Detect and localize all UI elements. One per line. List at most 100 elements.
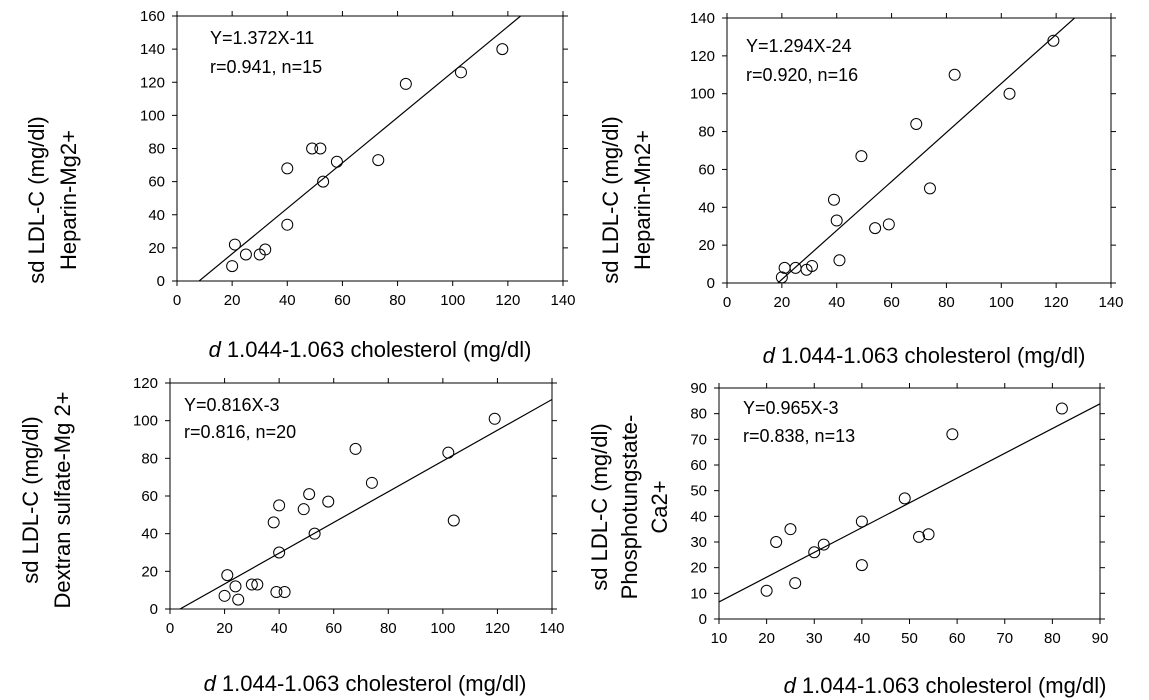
data-point	[330, 155, 343, 168]
data-point	[806, 259, 819, 272]
y-tick-label: 20	[148, 240, 165, 257]
regression-annotation: r=0.920, n=16	[746, 65, 858, 85]
data-point	[1047, 34, 1060, 47]
x-tick-label: 10	[711, 630, 728, 647]
x-tick-label: 40	[279, 292, 296, 309]
x-tick-label: 0	[166, 620, 174, 637]
y-tick-label: 40	[141, 526, 158, 543]
y-tick-label: 50	[690, 483, 707, 500]
x-axis-label-text: 1.044-1.063 cholesterol (mg/dl)	[221, 337, 532, 362]
data-point	[281, 218, 294, 231]
x-tick-label: 40	[271, 620, 288, 637]
x-tick-label: 40	[854, 630, 871, 647]
x-tick-label: 60	[325, 620, 342, 637]
x-axis-label-italic: d	[763, 343, 776, 368]
data-point	[882, 218, 895, 231]
x-tick-label: 60	[883, 294, 900, 311]
y-tick-label: 120	[133, 375, 158, 392]
y-axis-label-line: sd LDL-C (mg/dl)	[18, 416, 43, 583]
data-point	[817, 538, 830, 551]
data-point	[447, 514, 460, 527]
y-tick-label: 120	[690, 48, 715, 65]
data-point	[913, 530, 926, 543]
data-point	[306, 142, 319, 155]
y-axis-label-line: Phosphotungstate-	[617, 415, 642, 600]
y-tick-label: 20	[698, 237, 715, 254]
x-tick-label: 20	[774, 294, 791, 311]
data-point	[1055, 402, 1068, 415]
data-point	[855, 559, 868, 572]
x-axis-label-text: 1.044-1.063 cholesterol (mg/dl)	[796, 673, 1107, 698]
y-tick-label: 60	[141, 488, 158, 505]
x-tick-label: 20	[216, 620, 233, 637]
x-axis-label-italic: d	[204, 671, 217, 696]
regression-annotation: Y=0.816X-3	[184, 395, 280, 415]
data-point	[239, 248, 252, 261]
x-tick-label: 140	[539, 620, 564, 637]
x-axis-label-italic: d	[784, 673, 797, 698]
x-tick-label: 100	[989, 294, 1014, 311]
y-tick-label: 140	[690, 10, 715, 27]
x-tick-label: 20	[758, 630, 775, 647]
data-point	[297, 503, 310, 516]
x-tick-label: 80	[1044, 630, 1061, 647]
y-tick-label: 60	[148, 174, 165, 191]
y-tick-label: 40	[698, 199, 715, 216]
data-point	[270, 586, 283, 599]
y-tick-label: 60	[698, 161, 715, 178]
data-point	[898, 492, 911, 505]
data-point	[267, 516, 280, 529]
y-tick-label: 100	[690, 86, 715, 103]
data-point	[789, 577, 802, 590]
data-point	[830, 214, 843, 227]
data-point	[454, 66, 467, 79]
data-point	[778, 261, 791, 274]
data-point	[1003, 87, 1016, 100]
regression-line	[178, 398, 552, 609]
data-point	[229, 580, 242, 593]
data-point	[365, 476, 378, 489]
data-point	[232, 593, 245, 606]
x-axis-label: d 1.044-1.063 cholesterol (mg/dl)	[763, 343, 1086, 368]
data-point	[226, 260, 239, 273]
y-tick-label: 120	[140, 74, 165, 91]
data-point	[784, 523, 797, 536]
data-point	[245, 578, 258, 591]
y-tick-label: 80	[148, 141, 165, 158]
regression-annotation: Y=1.294X-24	[746, 36, 852, 56]
y-tick-label: 40	[690, 508, 707, 525]
y-tick-label: 30	[690, 534, 707, 551]
data-point	[322, 495, 335, 508]
regression-line	[719, 403, 1100, 603]
regression-annotation: Y=1.372X-11	[210, 28, 314, 48]
x-tick-label: 90	[1092, 630, 1109, 647]
data-point	[855, 515, 868, 528]
x-axis-label: d 1.044-1.063 cholesterol (mg/dl)	[204, 671, 527, 696]
data-point	[488, 412, 501, 425]
data-point	[775, 271, 788, 284]
x-axis-label-text: 1.044-1.063 cholesterol (mg/dl)	[216, 671, 527, 696]
regression-annotation: Y=0.965X-3	[743, 398, 839, 418]
data-point	[855, 150, 868, 163]
plot-frame	[726, 17, 1112, 284]
y-tick-label: 40	[148, 207, 165, 224]
x-tick-label: 0	[173, 292, 181, 309]
x-tick-label: 70	[996, 630, 1013, 647]
x-axis-label: d 1.044-1.063 cholesterol (mg/dl)	[784, 673, 1107, 698]
x-tick-label: 60	[949, 630, 966, 647]
chart-panel-1: 0 20 40 60 80 100 120 140 0 20 40 60 80 100 120 140 160 Y…	[24, 8, 576, 362]
chart-panel-4: 10 20 30 40 50 60 70 80 900102030405060708090Y=0…	[587, 380, 1108, 698]
y-axis-label-line: Heparin-Mg2+	[56, 130, 81, 270]
plot-frame	[176, 15, 564, 282]
data-point	[948, 68, 961, 81]
plot-frame	[169, 382, 553, 610]
y-tick-label: 60	[690, 457, 707, 474]
x-tick-label: 80	[380, 620, 397, 637]
chart-panel-2: 0 20 40 60 80 100 120 140 0 20 40 60 80 100 120 140 Y=1.…	[598, 10, 1124, 368]
x-tick-label: 20	[224, 292, 241, 309]
y-tick-label: 160	[140, 8, 165, 25]
data-point	[910, 118, 923, 130]
data-point	[278, 586, 291, 599]
y-tick-label: 0	[699, 611, 707, 628]
